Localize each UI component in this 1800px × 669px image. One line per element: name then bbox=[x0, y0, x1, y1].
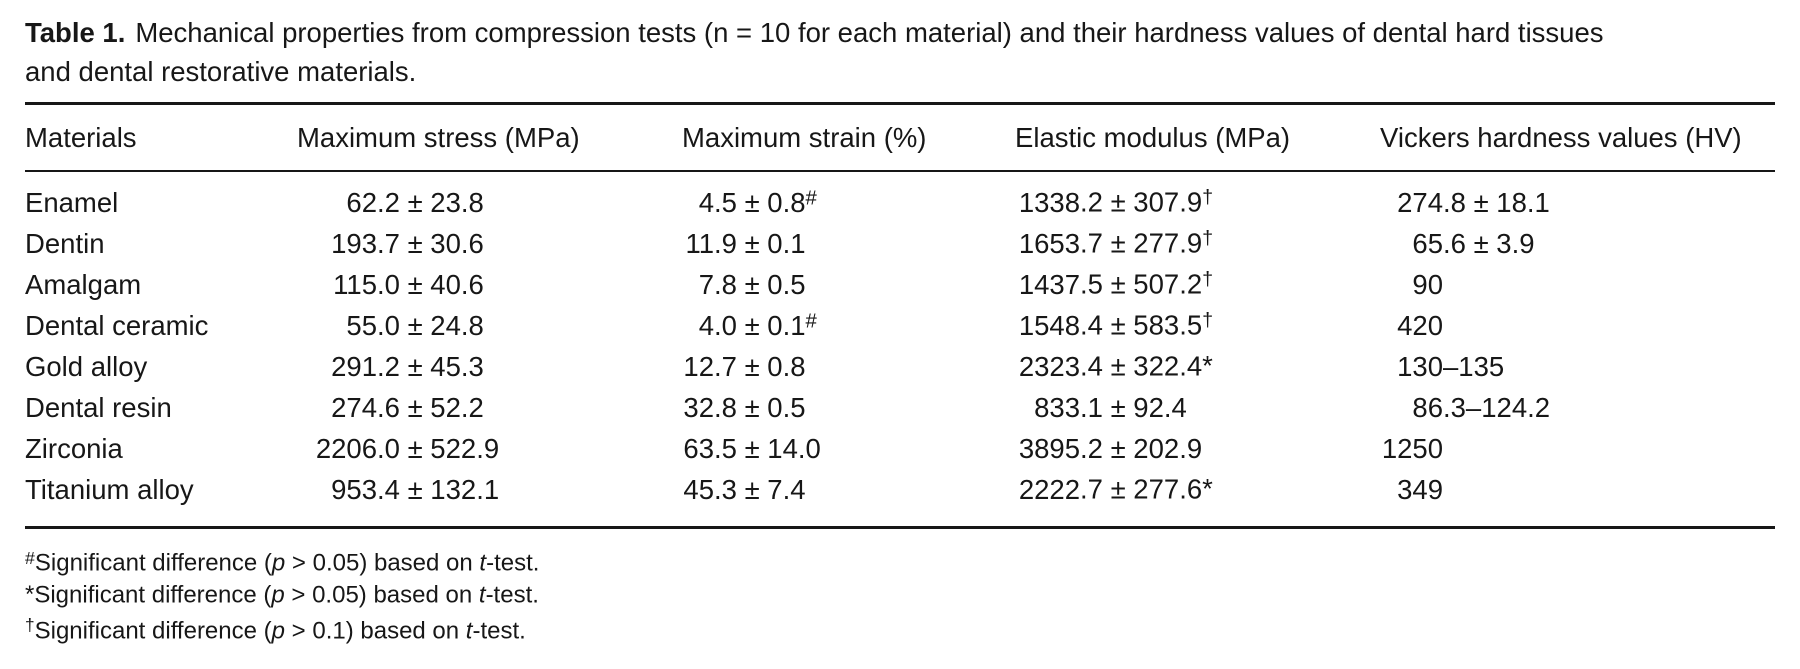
footnote-text: Significant difference (p > 0.1) based o… bbox=[34, 617, 526, 645]
material-cell: Enamel bbox=[25, 186, 119, 218]
table-row: Dental resin 274.6 ± 52.2 32.8 ± 0.5 833.1 … bbox=[25, 387, 1775, 428]
footnote-marker: # bbox=[25, 548, 35, 568]
value-cell: 2323.4 ± 322.4* bbox=[1018, 350, 1213, 382]
column-header-vickers-hardness: Vickers hardness values (HV) bbox=[1380, 103, 1775, 172]
value-cell: 349 bbox=[1397, 473, 1443, 505]
table-caption: Table 1. Mechanical properties from compr… bbox=[25, 13, 1775, 91]
value-cell: 130 –135 bbox=[1397, 350, 1505, 382]
value-cell: 12.7 ± 0.8 bbox=[683, 350, 806, 382]
value-cell: 32.8 ± 0.5 bbox=[683, 391, 806, 423]
column-header-materials: Materials bbox=[25, 103, 297, 172]
table-row: Zirconia 2206.0 ± 522.9 63.5 ± 14.0 3895.2 … bbox=[25, 428, 1775, 469]
value-cell: 1437.5 ± 507.2† bbox=[1018, 268, 1214, 300]
table-row: Enamel 62.2 ± 23.8 4.5 ± 0.8# 1338.2 ± 307.… bbox=[25, 171, 1775, 223]
value-cell: 4.0 ± 0.1# bbox=[698, 309, 817, 341]
value-cell: 833.1 ± 92.4 bbox=[1034, 391, 1187, 423]
column-header-max-stress: Maximum stress (MPa) bbox=[297, 103, 682, 172]
value-cell: 115.0 ± 40.6 bbox=[333, 268, 484, 300]
table-row: Dental ceramic 55.0 ± 24.8 4.0 ± 0.1# 1548.… bbox=[25, 305, 1775, 346]
value-cell: 90 bbox=[1412, 268, 1443, 300]
significance-marker: # bbox=[805, 309, 817, 332]
header-row: Materials Maximum stress (MPa) Maximum s… bbox=[25, 103, 1775, 172]
material-cell: Gold alloy bbox=[25, 350, 148, 382]
value-cell: 86.3–124.2 bbox=[1412, 391, 1551, 423]
footnote-text: Significant difference (p > 0.05) based … bbox=[34, 549, 540, 577]
value-cell: 193.7 ± 30.6 bbox=[331, 227, 484, 259]
significance-marker: * bbox=[1202, 350, 1213, 382]
table-header: Materials Maximum stress (MPa) Maximum s… bbox=[25, 103, 1775, 172]
value-cell: 3895.2 ± 202.9 bbox=[1018, 432, 1203, 464]
caption-label: Table 1. bbox=[25, 17, 126, 48]
significance-marker: † bbox=[1202, 227, 1214, 250]
value-cell: 1250 bbox=[1381, 432, 1443, 464]
table-row: Dentin 193.7 ± 30.6 11.9 ± 0.1 1653.7 ± 277… bbox=[25, 223, 1775, 264]
material-cell: Zirconia bbox=[25, 432, 123, 464]
material-cell: Amalgam bbox=[25, 268, 142, 300]
value-cell: 274.6 ± 52.2 bbox=[331, 391, 484, 423]
caption-line-1: Table 1. Mechanical properties from compr… bbox=[25, 17, 1604, 48]
significance-marker: † bbox=[1202, 186, 1214, 209]
caption-text-1: Mechanical properties from compression t… bbox=[135, 17, 1604, 48]
value-cell: 1338.2 ± 307.9† bbox=[1018, 186, 1214, 218]
footnote: †Significant difference (p > 0.1) based … bbox=[25, 610, 1775, 646]
value-cell: 45.3 ± 7.4 bbox=[683, 473, 806, 505]
value-cell: 7.8 ± 0.5 bbox=[698, 268, 806, 300]
material-cell: Dental ceramic bbox=[25, 309, 209, 341]
value-cell: 1653.7 ± 277.9† bbox=[1018, 227, 1214, 259]
significance-marker: * bbox=[1202, 473, 1213, 505]
value-cell: 274.8 ± 18.1 bbox=[1397, 186, 1550, 218]
significance-marker: † bbox=[1202, 268, 1214, 291]
caption-line-2: and dental restorative materials. bbox=[25, 56, 417, 87]
value-cell: 2206.0 ± 522.9 bbox=[315, 432, 500, 464]
table-row: Amalgam 115.0 ± 40.6 7.8 ± 0.5 1437.5 ± 507… bbox=[25, 264, 1775, 305]
value-cell: 62.2 ± 23.8 bbox=[346, 186, 484, 218]
significance-marker: # bbox=[805, 186, 817, 209]
value-cell: 291.2 ± 45.3 bbox=[331, 350, 484, 382]
footnote: *Significant difference (p > 0.05) based… bbox=[25, 579, 1775, 610]
footnote-marker: † bbox=[25, 615, 35, 636]
table-row: Titanium alloy 953.4 ± 132.1 45.3 ± 7.4 222… bbox=[25, 469, 1775, 528]
value-cell: 63.5 ± 14.0 bbox=[683, 432, 821, 464]
footnotes: #Significant difference (p > 0.05) based… bbox=[25, 543, 1775, 646]
column-header-max-strain: Maximum strain (%) bbox=[682, 103, 1015, 172]
value-cell: 1548.4 ± 583.5† bbox=[1018, 309, 1214, 341]
material-cell: Dental resin bbox=[25, 391, 172, 423]
value-cell: 2222.7 ± 277.6* bbox=[1018, 473, 1213, 505]
table-row: Gold alloy 291.2 ± 45.3 12.7 ± 0.8 2323.4 ±… bbox=[25, 346, 1775, 387]
footnote-marker: * bbox=[25, 580, 35, 608]
table-body: Enamel 62.2 ± 23.8 4.5 ± 0.8# 1338.2 ± 307.… bbox=[25, 171, 1775, 528]
value-cell: 11.9 ± 0.1 bbox=[685, 227, 806, 259]
footnote-text: Significant difference (p > 0.05) based … bbox=[34, 581, 539, 609]
material-cell: Dentin bbox=[25, 227, 105, 259]
value-cell: 420 bbox=[1397, 309, 1443, 341]
value-cell: 55.0 ± 24.8 bbox=[346, 309, 484, 341]
column-header-elastic-modulus: Elastic modulus (MPa) bbox=[1015, 103, 1380, 172]
value-cell: 953.4 ± 132.1 bbox=[331, 473, 500, 505]
material-cell: Titanium alloy bbox=[25, 473, 194, 505]
properties-table: Materials Maximum stress (MPa) Maximum s… bbox=[25, 102, 1775, 529]
significance-marker: † bbox=[1202, 309, 1214, 332]
value-cell: 4.5 ± 0.8# bbox=[698, 186, 817, 218]
value-cell: 65.6 ± 3.9 bbox=[1412, 227, 1535, 259]
footnote: #Significant difference (p > 0.05) based… bbox=[25, 543, 1775, 579]
